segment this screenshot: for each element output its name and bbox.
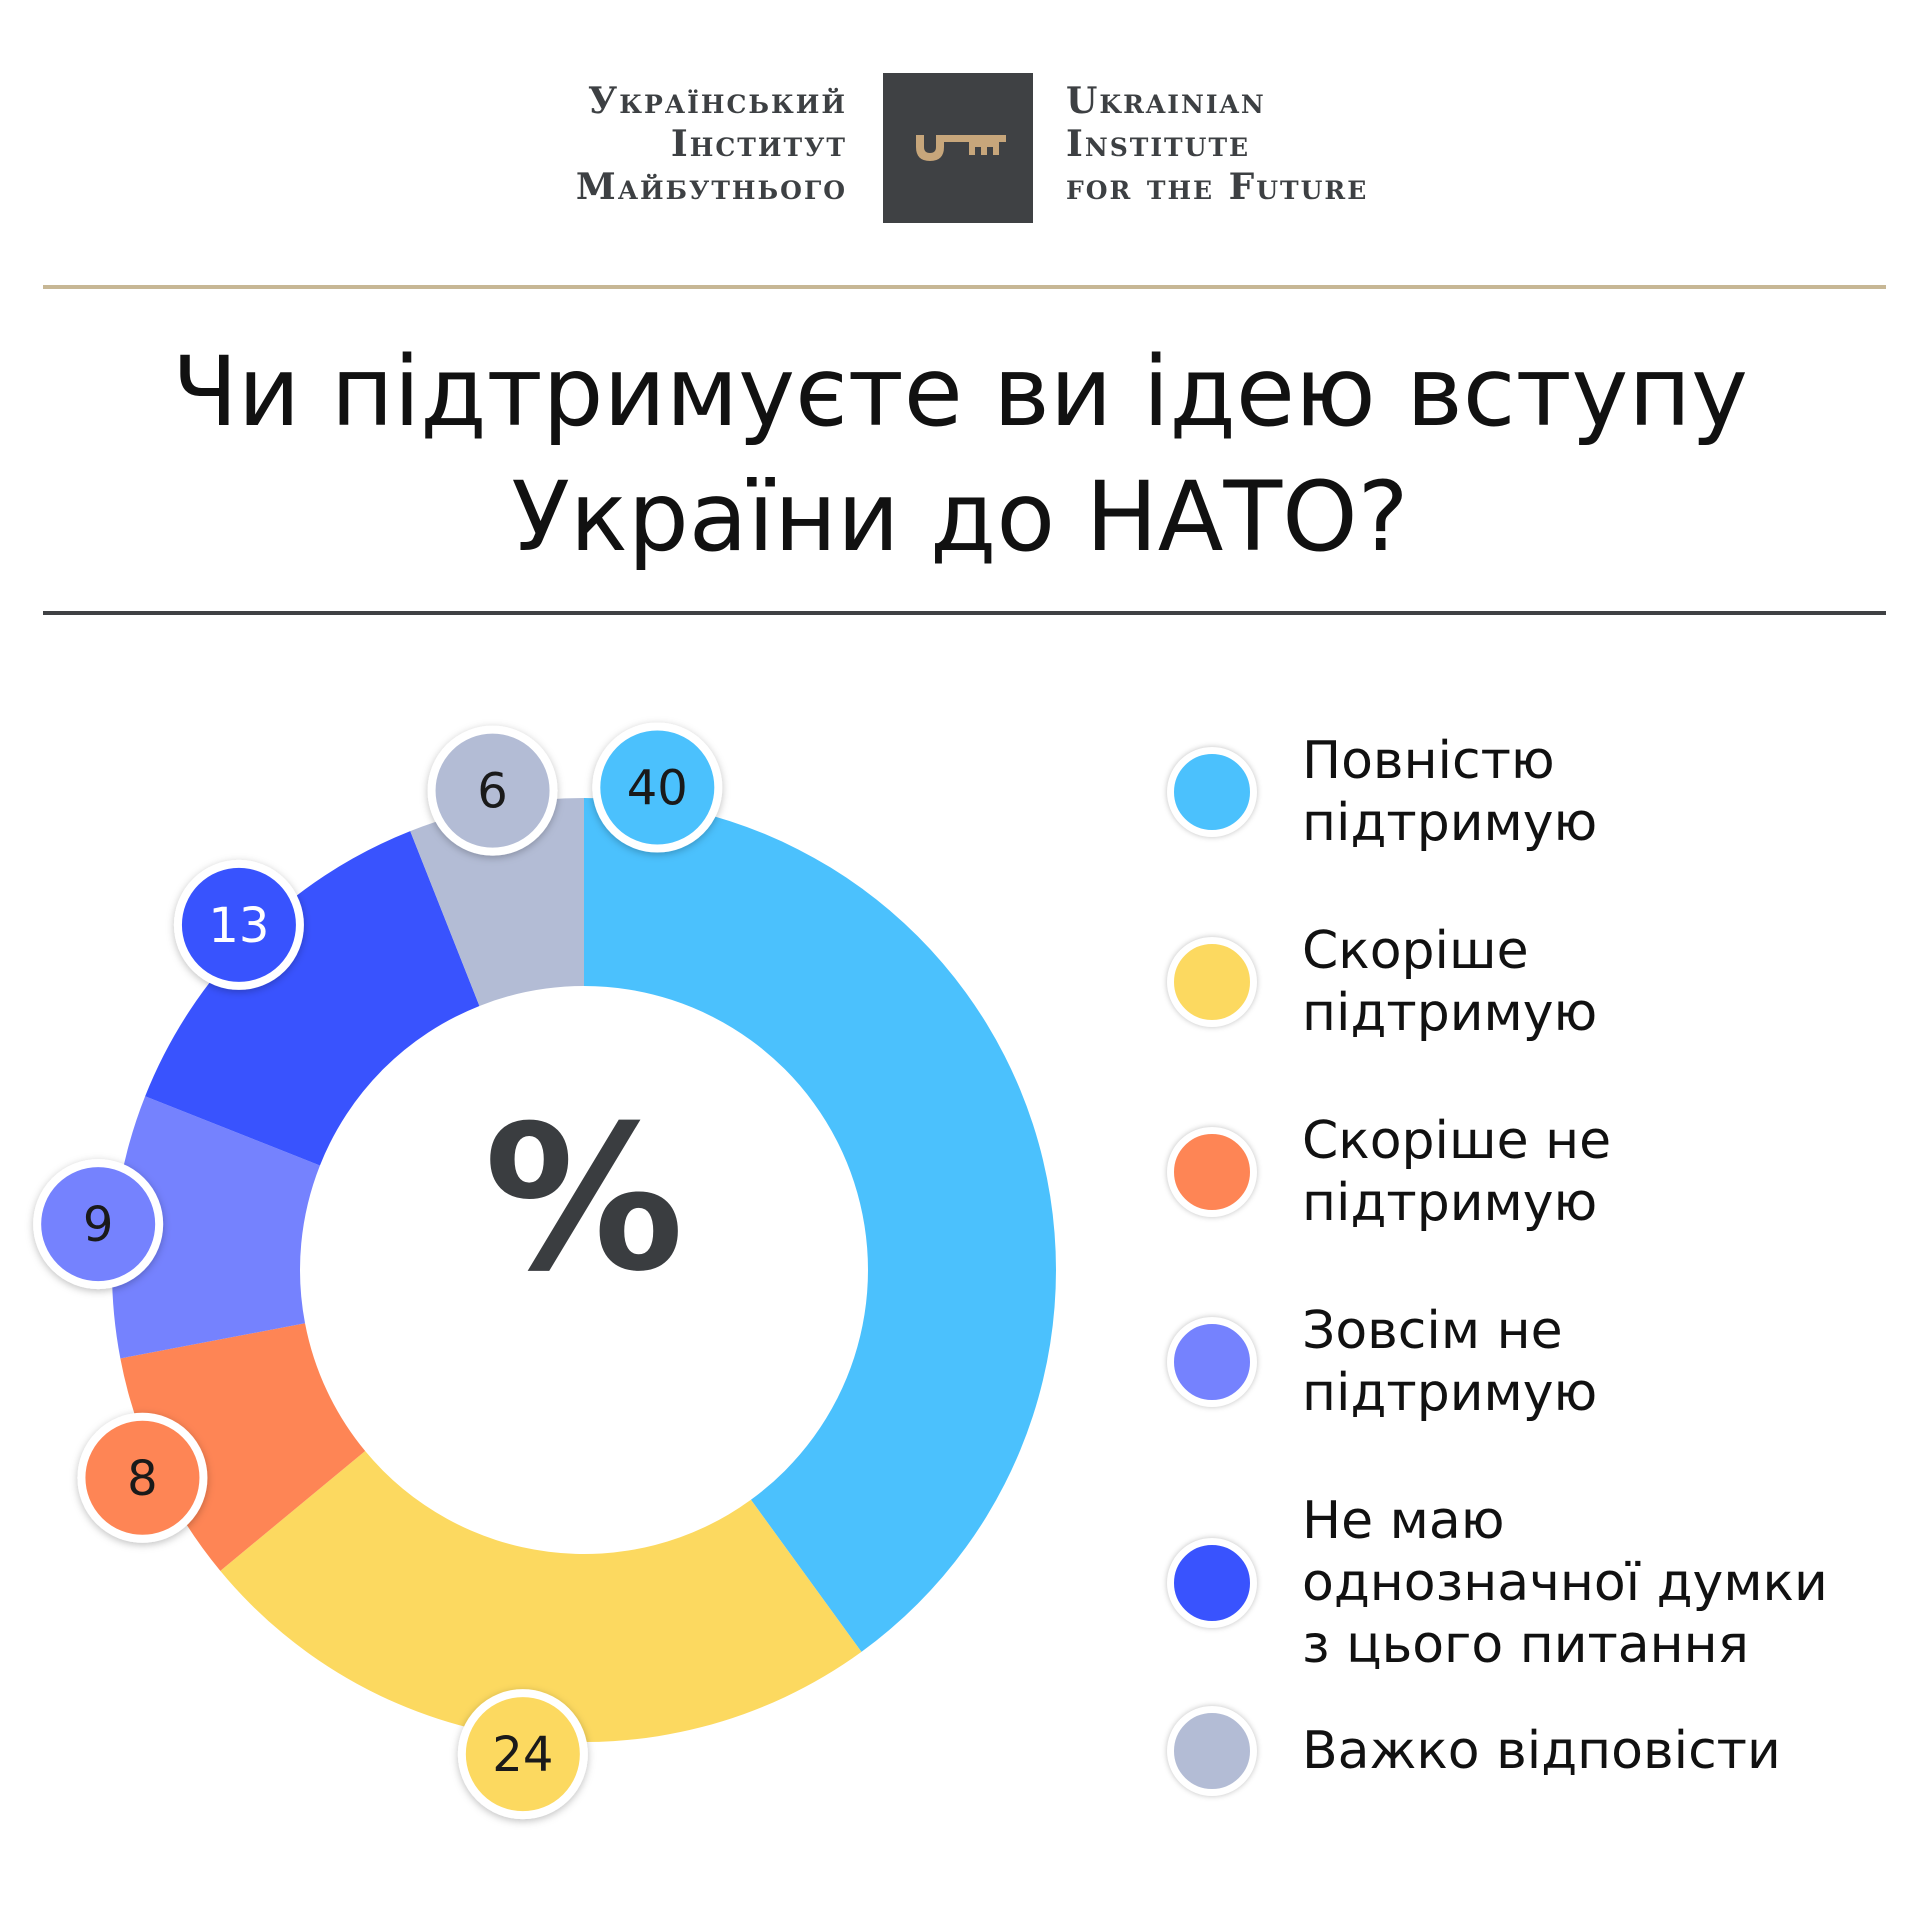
dark-divider <box>43 611 1886 615</box>
legend-label: Скоріше не підтримую <box>1302 1110 1920 1234</box>
legend-label-line: підтримую <box>1302 1363 1598 1423</box>
title-line: Чи підтримуєте ви ідею вступу <box>172 336 1748 448</box>
logo-text-ukrainian: Український Інститут Майбутнього <box>427 80 847 209</box>
legend-label-line: Повністю <box>1302 731 1555 791</box>
value-badge-circle <box>33 1159 164 1290</box>
legend-label: Скоріше підтримую <box>1302 920 1920 1044</box>
legend-label-line: підтримую <box>1302 1173 1598 1233</box>
legend-label-line: Не маю <box>1302 1491 1505 1551</box>
logo-ua-line: Український <box>588 80 847 122</box>
legend-label-line: підтримую <box>1302 983 1598 1043</box>
donut-slice-5 <box>410 798 584 1006</box>
donut-slice-1 <box>220 1451 862 1742</box>
value-badge-circle <box>173 859 304 990</box>
legend-swatch <box>1167 747 1257 837</box>
legend-swatch <box>1167 937 1257 1027</box>
logo-ua-line: Інститут <box>670 123 847 165</box>
legend-label-line: Зовсім не <box>1302 1301 1563 1361</box>
value-badge-2: 8 <box>77 1412 208 1543</box>
value-badges: 40 24 8 9 13 6 <box>33 722 723 1820</box>
center-percent-label: % <box>484 1083 684 1316</box>
legend-swatch <box>1167 1317 1257 1407</box>
header: Український Інститут Майбутнього Ukraini… <box>0 0 1920 280</box>
legend-label-line: Скоріше <box>1302 921 1529 981</box>
title-line: України до НАТО? <box>511 461 1409 573</box>
value-badge-circle <box>592 722 723 853</box>
logo-en-line: Institute <box>1066 123 1251 165</box>
value-badge-4: 13 <box>173 859 304 990</box>
donut-slice-0 <box>584 798 1056 1652</box>
legend-label-line: однозначної думки <box>1302 1553 1828 1613</box>
value-label: 8 <box>127 1451 158 1507</box>
value-badge-3: 9 <box>33 1159 164 1290</box>
value-label: 6 <box>477 764 508 820</box>
legend-label-line: Важко відповісти <box>1302 1721 1781 1781</box>
logo-en-line: for the Future <box>1066 166 1369 208</box>
legend-swatch <box>1167 1538 1257 1628</box>
legend-swatch <box>1167 1127 1257 1217</box>
legend-label-line: з цього питання <box>1302 1615 1749 1675</box>
legend-label: Зовсім не підтримую <box>1302 1300 1920 1424</box>
value-label: 24 <box>492 1727 553 1783</box>
donut-chart: % 40 24 8 9 13 6 <box>33 722 1056 1820</box>
logo-ua-line: Майбутнього <box>575 166 847 208</box>
value-badge-circle <box>77 1412 208 1543</box>
legend-label-line: Скоріше не <box>1302 1111 1612 1171</box>
value-badge-1: 24 <box>457 1689 588 1820</box>
legend-label: Повністю підтримую <box>1302 730 1920 854</box>
value-badge-5: 6 <box>427 725 558 856</box>
legend-label-line: підтримую <box>1302 793 1598 853</box>
donut-slice-3 <box>112 1096 320 1359</box>
legend-label: Важко відповісти <box>1302 1720 1920 1782</box>
value-label: 9 <box>83 1197 114 1253</box>
logo-text-english: Ukrainian Institute for the Future <box>1066 80 1526 209</box>
legend-label: Не маю однозначної думки з цього питання <box>1302 1490 1920 1676</box>
value-badge-0: 40 <box>592 722 723 853</box>
gold-divider <box>43 285 1886 289</box>
value-label: 13 <box>208 898 269 954</box>
donut-slices <box>112 798 1056 1742</box>
logo-mark <box>883 73 1033 223</box>
legend-swatch <box>1167 1706 1257 1796</box>
value-label: 40 <box>627 761 688 817</box>
donut-slice-4 <box>145 831 480 1166</box>
value-badge-circle <box>427 725 558 856</box>
logo-en-line: Ukrainian <box>1066 80 1266 122</box>
value-badge-circle <box>457 1689 588 1820</box>
key-icon <box>916 135 1006 161</box>
page-title: Чи підтримуєте ви ідею вступу України до… <box>100 330 1820 580</box>
